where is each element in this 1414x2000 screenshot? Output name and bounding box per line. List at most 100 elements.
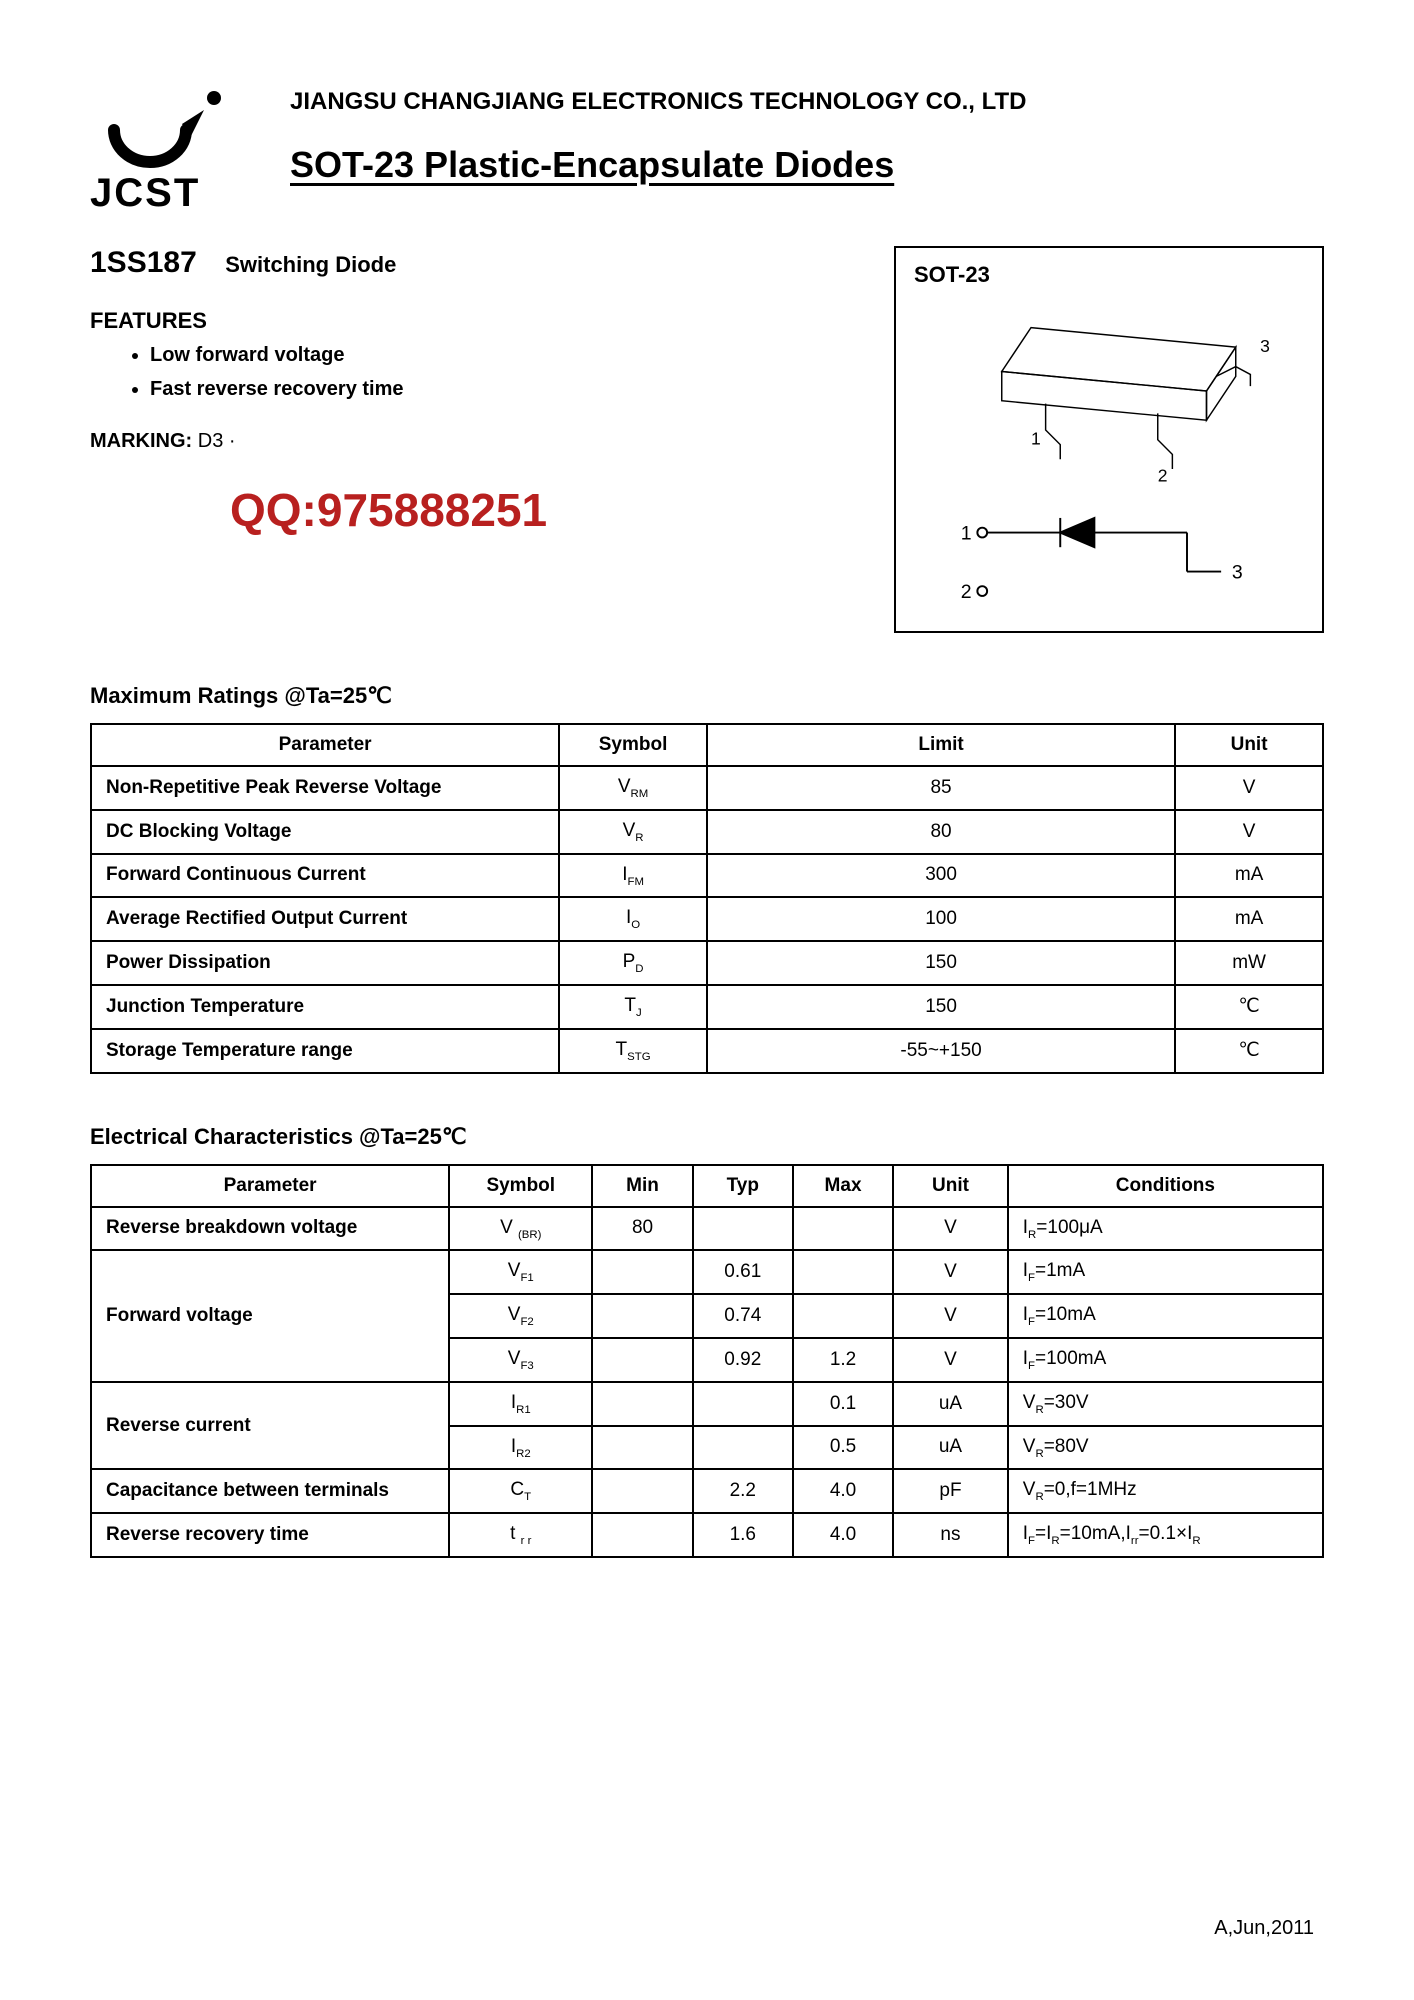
cell-symbol: IFM (559, 854, 707, 898)
cell-typ: 0.92 (693, 1338, 793, 1382)
document-title: SOT-23 Plastic-Encapsulate Diodes (290, 144, 1324, 186)
cell-typ: 1.6 (693, 1513, 793, 1557)
cell-param: Reverse recovery time (91, 1513, 449, 1557)
package-outline-icon: 1 2 3 (914, 296, 1304, 486)
cell-symbol: CT (449, 1469, 592, 1513)
table-row: Reverse breakdown voltageV (BR)80VIR=100… (91, 1207, 1323, 1251)
cell-param: DC Blocking Voltage (91, 810, 559, 854)
cell-typ (693, 1426, 793, 1470)
schem-pin-1: 1 (961, 522, 972, 544)
schematic-icon: 1 2 3 (914, 497, 1304, 612)
table-row: Average Rectified Output CurrentIO100mA (91, 897, 1323, 941)
package-panel: SOT-23 1 2 3 (894, 246, 1324, 633)
cell-symbol: TJ (559, 985, 707, 1029)
intro-left: 1SS187 Switching Diode FEATURES Low forw… (90, 246, 854, 633)
cell-symbol: IR1 (449, 1382, 592, 1426)
marking-value: D3 · (198, 430, 236, 452)
ratings-table: Parameter Symbol Limit Unit Non-Repetiti… (90, 723, 1324, 1074)
cell-symbol: VF3 (449, 1338, 592, 1382)
elec-header: Parameter Symbol Min Typ Max Unit Condit… (91, 1165, 1323, 1207)
cell-max: 4.0 (793, 1469, 893, 1513)
cell-cond: IF=100mA (1008, 1338, 1323, 1382)
cell-symbol: t r r (449, 1513, 592, 1557)
col-parameter: Parameter (91, 724, 559, 766)
cell-param: Capacitance between terminals (91, 1469, 449, 1513)
cell-limit: -55~+150 (707, 1029, 1175, 1073)
cell-symbol: VR (559, 810, 707, 854)
cell-cond: VR=0,f=1MHz (1008, 1469, 1323, 1513)
ratings-header: Parameter Symbol Limit Unit (91, 724, 1323, 766)
elec-table: Parameter Symbol Min Typ Max Unit Condit… (90, 1164, 1324, 1558)
col-limit: Limit (707, 724, 1175, 766)
schem-pin-2: 2 (961, 581, 972, 603)
cell-limit: 100 (707, 897, 1175, 941)
company-logo-icon (90, 80, 230, 170)
table-row: Capacitance between terminalsCT2.24.0pFV… (91, 1469, 1323, 1513)
features-heading: FEATURES (90, 308, 854, 334)
cell-unit: V (1175, 810, 1323, 854)
table-row: Non-Repetitive Peak Reverse VoltageVRM85… (91, 766, 1323, 810)
cell-cond: IF=1mA (1008, 1250, 1323, 1294)
cell-min (592, 1294, 692, 1338)
cell-max (793, 1294, 893, 1338)
cell-unit: ns (893, 1513, 1008, 1557)
cell-unit: mA (1175, 854, 1323, 898)
cell-unit: uA (893, 1382, 1008, 1426)
table-row: Storage Temperature rangeTSTG-55~+150℃ (91, 1029, 1323, 1073)
col-unit: Unit (893, 1165, 1008, 1207)
cell-limit: 150 (707, 985, 1175, 1029)
cell-symbol: VRM (559, 766, 707, 810)
cell-max (793, 1207, 893, 1251)
pin-1-label: 1 (1031, 429, 1041, 449)
elec-title: Electrical Characteristics @Ta=25℃ (90, 1124, 1324, 1150)
table-row: Forward Continuous CurrentIFM300mA (91, 854, 1323, 898)
package-label: SOT-23 (914, 262, 1304, 288)
logo-block: JCST (90, 80, 250, 216)
cell-param: Junction Temperature (91, 985, 559, 1029)
cell-limit: 80 (707, 810, 1175, 854)
table-row: Power DissipationPD150mW (91, 941, 1323, 985)
cell-max: 0.5 (793, 1426, 893, 1470)
intro-row: 1SS187 Switching Diode FEATURES Low forw… (90, 246, 1324, 633)
pin-2-label: 2 (1158, 466, 1168, 486)
feature-item: Fast reverse recovery time (150, 372, 854, 406)
cell-limit: 85 (707, 766, 1175, 810)
col-min: Min (592, 1165, 692, 1207)
cell-unit: mA (1175, 897, 1323, 941)
cell-min (592, 1426, 692, 1470)
col-symbol: Symbol (449, 1165, 592, 1207)
cell-symbol: IO (559, 897, 707, 941)
ratings-title: Maximum Ratings @Ta=25℃ (90, 683, 1324, 709)
marking-label: MARKING: (90, 430, 192, 452)
cell-max: 1.2 (793, 1338, 893, 1382)
cell-min: 80 (592, 1207, 692, 1251)
cell-cond: IF=IR=10mA,Irr=0.1×IR (1008, 1513, 1323, 1557)
cell-symbol: TSTG (559, 1029, 707, 1073)
cell-param: Forward Continuous Current (91, 854, 559, 898)
schem-pin-3: 3 (1232, 561, 1243, 583)
part-description: Switching Diode (225, 252, 396, 277)
col-symbol: Symbol (559, 724, 707, 766)
features-list: Low forward voltage Fast reverse recover… (90, 338, 854, 406)
cell-param: Storage Temperature range (91, 1029, 559, 1073)
cell-param: Average Rectified Output Current (91, 897, 559, 941)
cell-param: Power Dissipation (91, 941, 559, 985)
cell-symbol: V (BR) (449, 1207, 592, 1251)
part-line: 1SS187 Switching Diode (90, 246, 854, 280)
col-unit: Unit (1175, 724, 1323, 766)
table-row: DC Blocking VoltageVR80V (91, 810, 1323, 854)
cell-symbol: PD (559, 941, 707, 985)
col-parameter: Parameter (91, 1165, 449, 1207)
cell-symbol: VF2 (449, 1294, 592, 1338)
cell-max (793, 1250, 893, 1294)
cell-min (592, 1338, 692, 1382)
cell-min (592, 1513, 692, 1557)
watermark-text: QQ:975888251 (230, 483, 854, 537)
cell-param: Reverse current (91, 1382, 449, 1470)
cell-typ: 2.2 (693, 1469, 793, 1513)
cell-unit: V (893, 1250, 1008, 1294)
cell-param: Reverse breakdown voltage (91, 1207, 449, 1251)
cell-cond: VR=30V (1008, 1382, 1323, 1426)
cell-typ: 0.61 (693, 1250, 793, 1294)
cell-min (592, 1250, 692, 1294)
